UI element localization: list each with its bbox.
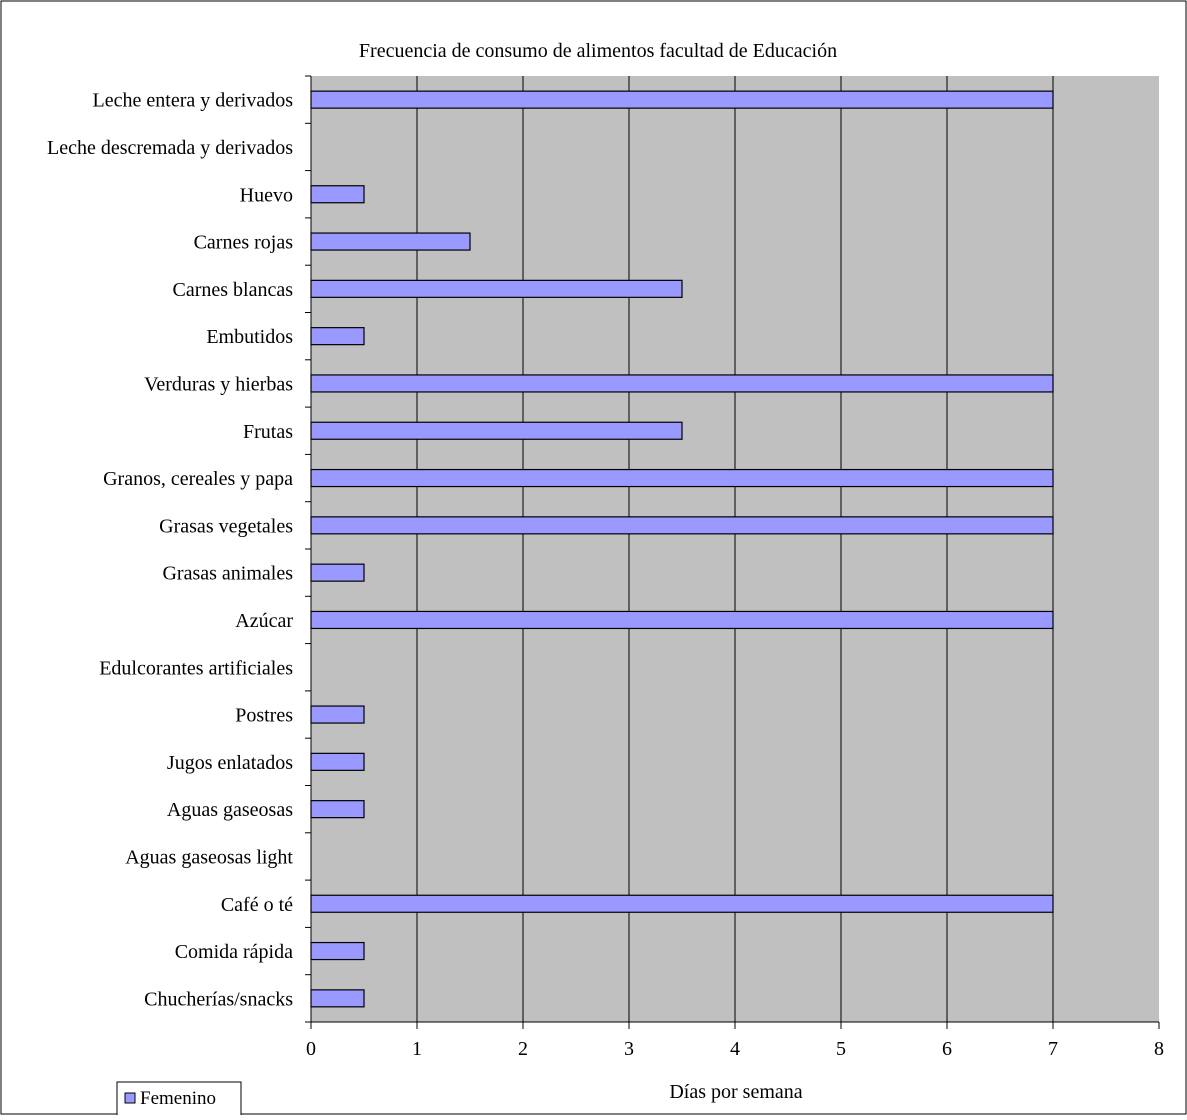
bar (310, 421, 683, 440)
category-label: Jugos enlatados (167, 752, 293, 774)
category-label: Granos, cereales y papa (103, 468, 293, 490)
bar (310, 894, 1054, 913)
bars (310, 90, 1054, 1008)
category-label: Aguas gaseosas (167, 799, 293, 821)
category-label: Comida rápida (175, 941, 293, 963)
legend-label-femenino: Femenino (140, 1088, 216, 1109)
x-axis-label: Días por semana (669, 1081, 802, 1103)
bar (310, 941, 365, 961)
x-tick-label: 5 (836, 1038, 846, 1060)
legend: Femenino (116, 1081, 242, 1117)
category-label: Huevo (240, 184, 293, 206)
bar (310, 752, 365, 771)
bar (310, 468, 1054, 488)
labels: 0 1 2 3 4 5 6 7 8 Leche entera y derivados Leche d… (47, 90, 1164, 1060)
bar (310, 610, 1054, 630)
category-label: Azúcar (235, 610, 293, 632)
bar (310, 90, 1054, 109)
category-label: Verduras y hierbas (144, 373, 293, 395)
bar (310, 516, 1054, 535)
chart-title: Frecuencia de consumo de alimentos facul… (359, 40, 837, 62)
x-tick-label: 1 (412, 1038, 422, 1060)
bar (310, 327, 365, 346)
x-tick-label: 6 (942, 1038, 952, 1060)
x-tick-label: 4 (730, 1038, 740, 1060)
bar (310, 989, 365, 1008)
bar (310, 374, 1054, 393)
category-label: Aguas gaseosas light (125, 846, 293, 868)
category-label: Carnes blancas (172, 279, 293, 301)
bar (310, 800, 365, 819)
category-label: Leche entera y derivados (93, 90, 294, 112)
x-tick-label: 7 (1048, 1038, 1058, 1060)
category-label: Grasas animales (162, 563, 293, 585)
category-label: Embutidos (206, 326, 293, 348)
x-tick-label: 2 (518, 1038, 528, 1060)
category-label: Frutas (243, 421, 293, 443)
plot-area (311, 76, 1159, 1022)
x-tick-label: 3 (624, 1038, 634, 1060)
category-label: Leche descremada y derivados (47, 137, 293, 159)
bar (310, 279, 683, 298)
legend-swatch (124, 1092, 136, 1104)
category-label: Café o té (221, 894, 293, 916)
category-label: Edulcorantes artificiales (99, 657, 293, 679)
bar (310, 705, 365, 724)
bar (310, 563, 365, 582)
category-label: Carnes rojas (194, 232, 294, 254)
bar (310, 185, 365, 204)
category-label: Grasas vegetales (159, 515, 293, 537)
category-label: Postres (235, 705, 293, 727)
category-label: Chucherías/snacks (144, 988, 293, 1010)
x-tick-label: 8 (1154, 1038, 1164, 1060)
x-tick-label: 0 (306, 1038, 316, 1060)
bar (310, 232, 471, 251)
